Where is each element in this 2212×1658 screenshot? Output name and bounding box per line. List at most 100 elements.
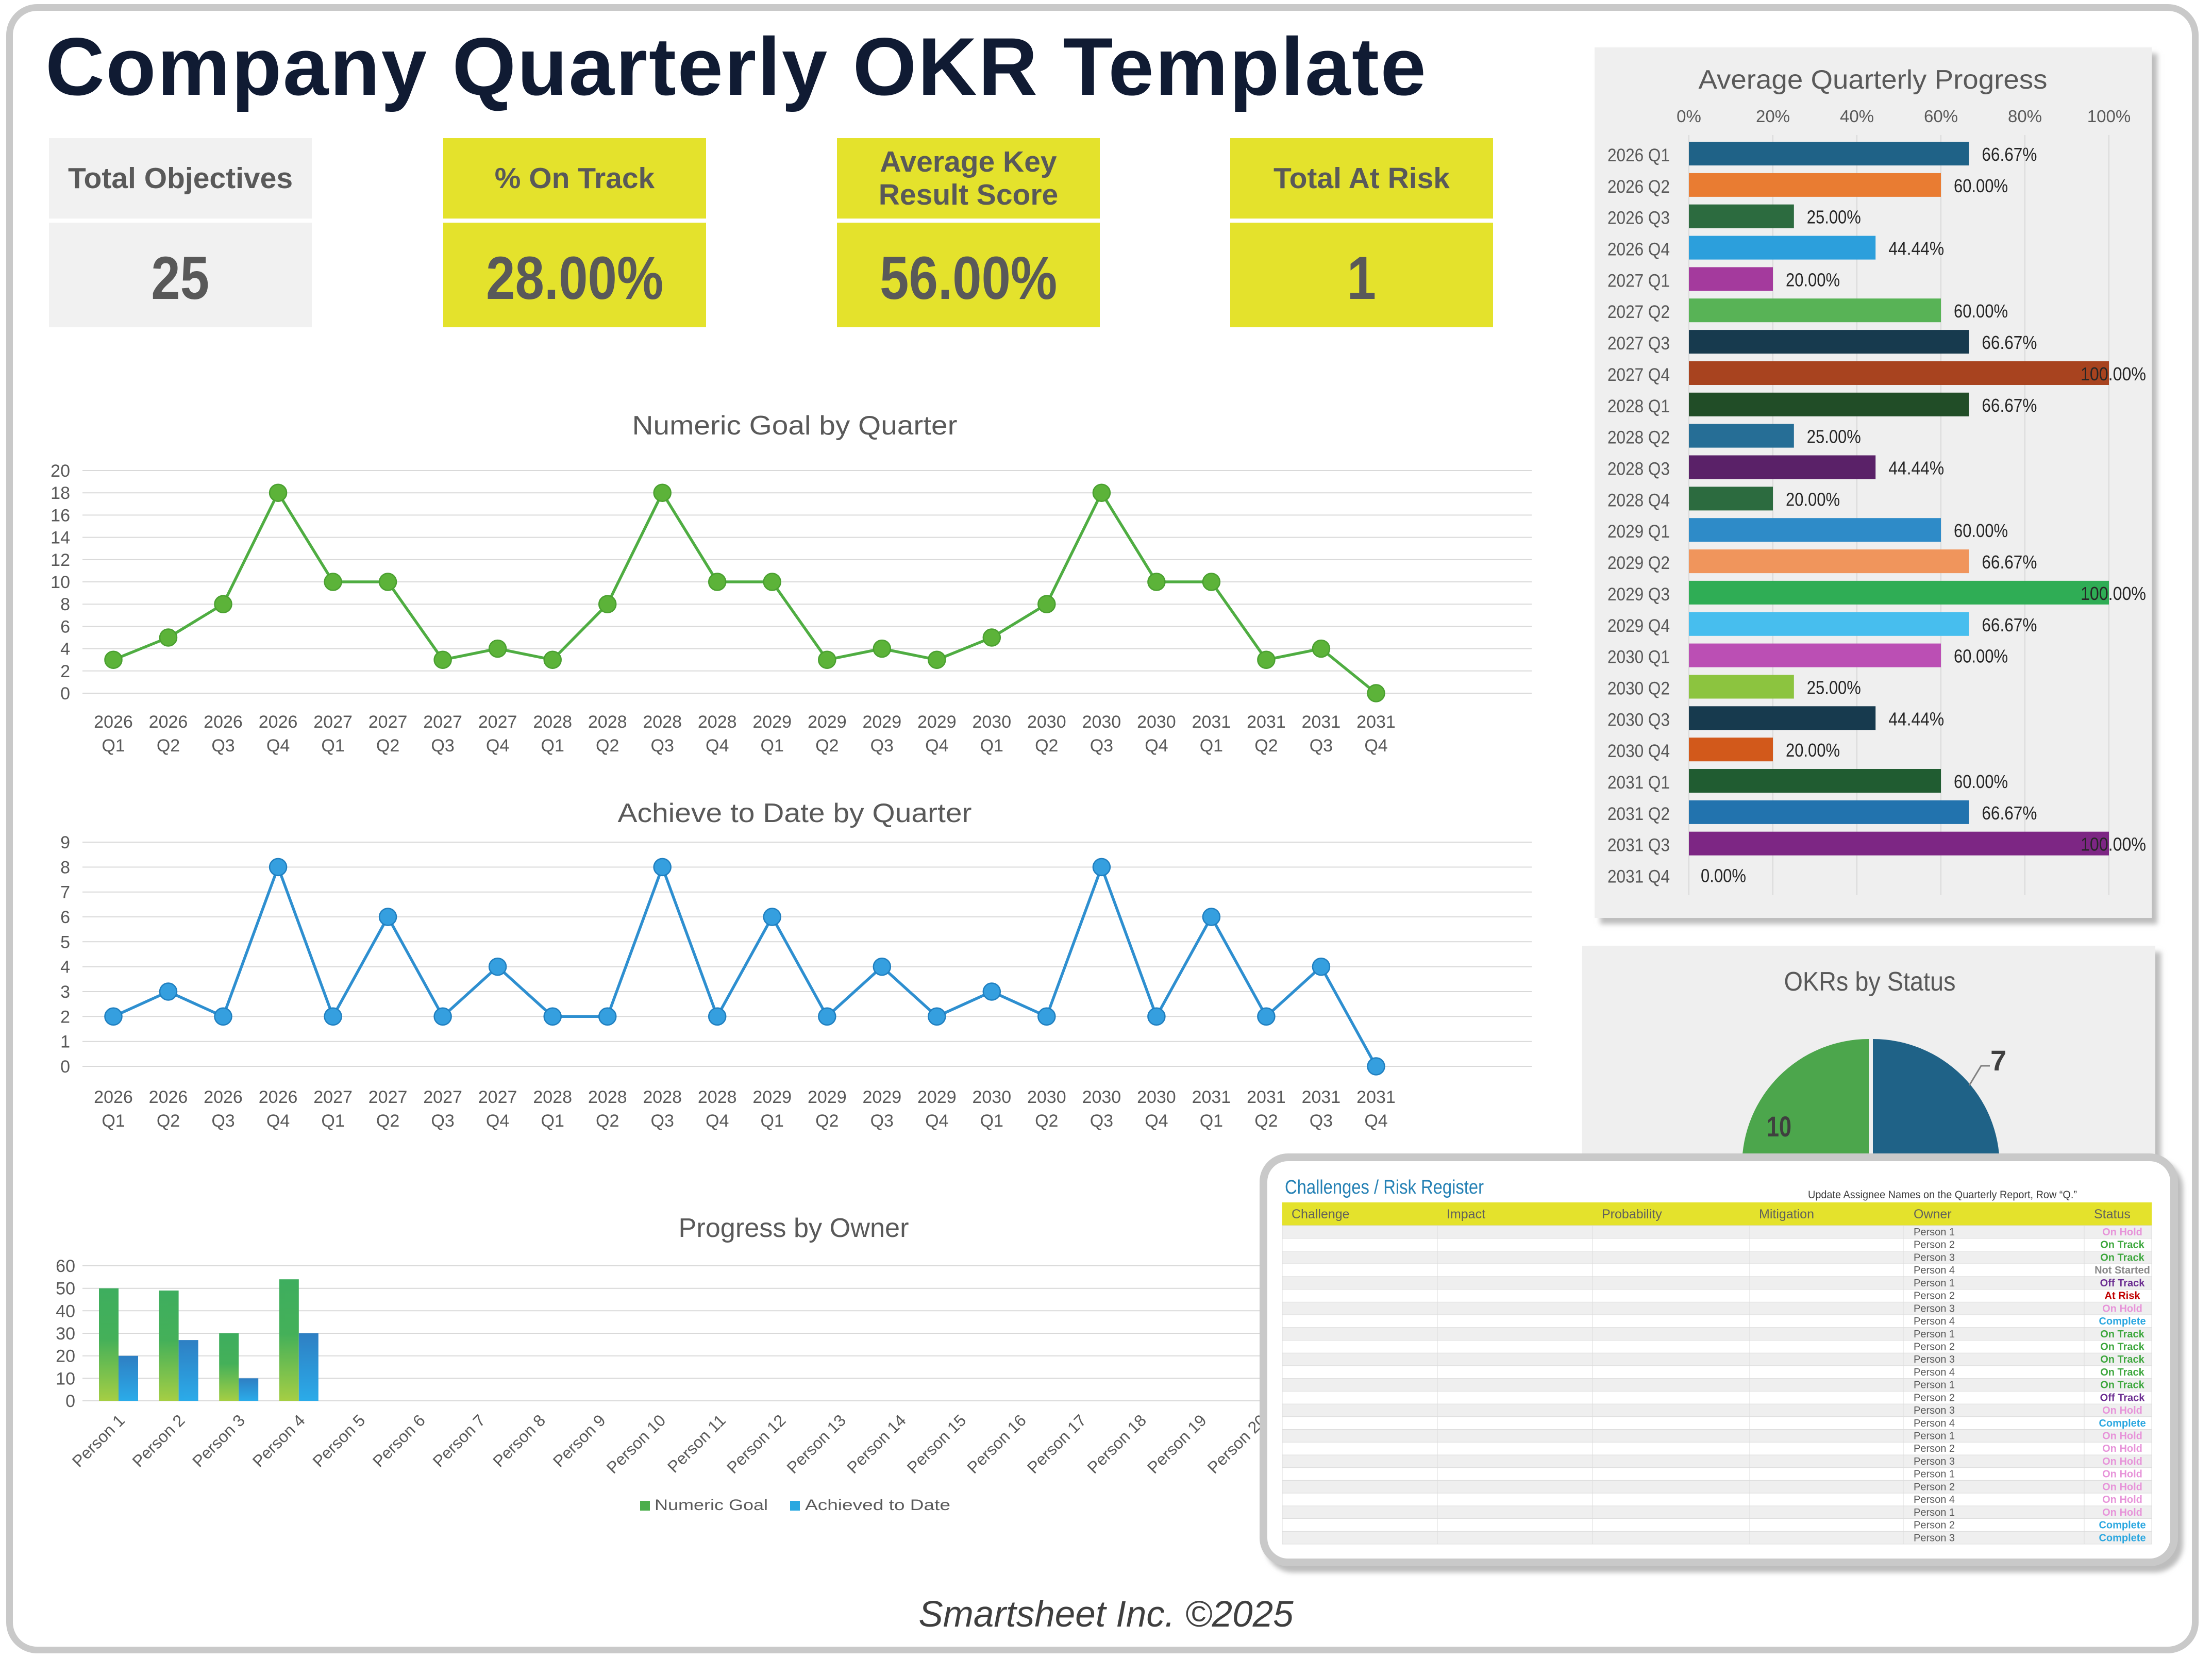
svg-text:Q2: Q2 bbox=[157, 1111, 180, 1131]
svg-text:2031 Q4: 2031 Q4 bbox=[1607, 867, 1670, 887]
svg-text:2029: 2029 bbox=[862, 712, 901, 732]
svg-text:Q4: Q4 bbox=[925, 1111, 948, 1131]
svg-text:2028: 2028 bbox=[588, 1087, 627, 1107]
svg-text:2027: 2027 bbox=[368, 712, 408, 732]
svg-text:Q4: Q4 bbox=[486, 1111, 509, 1131]
svg-text:0%: 0% bbox=[1677, 107, 1701, 126]
svg-text:100.00%: 100.00% bbox=[2081, 834, 2146, 855]
svg-text:Q2: Q2 bbox=[376, 1111, 399, 1131]
svg-text:Q3: Q3 bbox=[870, 736, 894, 756]
svg-text:3: 3 bbox=[60, 982, 70, 1002]
svg-text:Q1: Q1 bbox=[102, 1111, 125, 1131]
svg-text:2: 2 bbox=[60, 1007, 70, 1027]
svg-text:66.67%: 66.67% bbox=[1982, 395, 2037, 416]
svg-text:Person 2: Person 2 bbox=[1914, 1443, 1955, 1454]
svg-text:Numeric Goal: Numeric Goal bbox=[655, 1497, 768, 1514]
svg-text:On Track: On Track bbox=[2100, 1367, 2144, 1378]
svg-text:Off Track: Off Track bbox=[2100, 1392, 2146, 1403]
svg-text:2030: 2030 bbox=[972, 1087, 1011, 1107]
svg-text:25.00%: 25.00% bbox=[1807, 426, 1861, 447]
svg-text:2026 Q3: 2026 Q3 bbox=[1607, 208, 1670, 228]
svg-text:Person 2: Person 2 bbox=[1914, 1240, 1955, 1251]
svg-text:On Track: On Track bbox=[2100, 1329, 2144, 1340]
svg-text:Q4: Q4 bbox=[486, 736, 509, 756]
svg-text:Q1: Q1 bbox=[321, 736, 344, 756]
svg-text:Achieved to Date: Achieved to Date bbox=[805, 1497, 950, 1514]
svg-text:Off Track: Off Track bbox=[2100, 1278, 2146, 1289]
svg-text:Q2: Q2 bbox=[1035, 1111, 1058, 1131]
svg-text:2029: 2029 bbox=[862, 1087, 901, 1107]
svg-text:10: 10 bbox=[1767, 1110, 1791, 1143]
svg-text:2027: 2027 bbox=[478, 1087, 517, 1107]
svg-text:2027: 2027 bbox=[423, 1087, 462, 1107]
svg-text:Person 3: Person 3 bbox=[1914, 1354, 1955, 1365]
svg-text:2029 Q2: 2029 Q2 bbox=[1607, 553, 1670, 573]
svg-text:2: 2 bbox=[60, 662, 70, 681]
svg-text:2027: 2027 bbox=[313, 1087, 353, 1107]
svg-text:Q2: Q2 bbox=[596, 736, 619, 756]
svg-text:60.00%: 60.00% bbox=[1954, 646, 2008, 667]
svg-text:On Hold: On Hold bbox=[2102, 1227, 2142, 1238]
svg-text:2031: 2031 bbox=[1247, 1087, 1286, 1107]
svg-text:2028 Q1: 2028 Q1 bbox=[1607, 396, 1670, 416]
svg-text:Person 3: Person 3 bbox=[1914, 1252, 1955, 1263]
svg-text:2026: 2026 bbox=[149, 712, 188, 732]
svg-text:2029: 2029 bbox=[808, 712, 847, 732]
svg-text:Q4: Q4 bbox=[1145, 1111, 1168, 1131]
svg-text:2026: 2026 bbox=[149, 1087, 188, 1107]
svg-text:60%: 60% bbox=[1924, 107, 1958, 126]
svg-text:Q3: Q3 bbox=[651, 1111, 674, 1131]
svg-text:2030: 2030 bbox=[1027, 1087, 1066, 1107]
svg-text:2027 Q3: 2027 Q3 bbox=[1607, 333, 1670, 354]
svg-text:Q4: Q4 bbox=[1364, 1111, 1387, 1131]
svg-text:10: 10 bbox=[56, 1369, 75, 1388]
svg-text:Person 2: Person 2 bbox=[1914, 1291, 1955, 1302]
svg-text:On Hold: On Hold bbox=[2102, 1431, 2142, 1442]
svg-text:Q3: Q3 bbox=[870, 1111, 894, 1131]
svg-text:On Hold: On Hold bbox=[2102, 1469, 2142, 1480]
svg-text:On Hold: On Hold bbox=[2102, 1303, 2142, 1314]
svg-text:66.67%: 66.67% bbox=[1982, 144, 2037, 165]
svg-text:Q3: Q3 bbox=[431, 736, 454, 756]
svg-text:Q1: Q1 bbox=[980, 1111, 1003, 1131]
svg-text:7: 7 bbox=[1990, 1044, 2006, 1077]
svg-text:Person 1: Person 1 bbox=[1914, 1380, 1955, 1391]
svg-text:44.44%: 44.44% bbox=[1888, 708, 1944, 729]
svg-text:Q1: Q1 bbox=[980, 736, 1003, 756]
svg-text:66.67%: 66.67% bbox=[1982, 614, 2037, 635]
svg-text:30: 30 bbox=[56, 1324, 75, 1344]
svg-text:2026 Q1: 2026 Q1 bbox=[1607, 145, 1670, 165]
svg-text:2029: 2029 bbox=[917, 1087, 957, 1107]
svg-text:Numeric Goal by Quarter: Numeric Goal by Quarter bbox=[632, 411, 958, 441]
svg-text:Q4: Q4 bbox=[266, 736, 290, 756]
svg-text:7: 7 bbox=[60, 883, 70, 902]
svg-text:2029: 2029 bbox=[752, 1087, 792, 1107]
svg-text:Person 1: Person 1 bbox=[1914, 1278, 1955, 1289]
svg-text:2027 Q4: 2027 Q4 bbox=[1607, 365, 1670, 385]
svg-text:Q1: Q1 bbox=[1200, 736, 1223, 756]
svg-text:66.67%: 66.67% bbox=[1982, 551, 2037, 573]
svg-text:20: 20 bbox=[56, 1347, 75, 1366]
svg-text:Person 3: Person 3 bbox=[1914, 1532, 1955, 1544]
svg-text:2027: 2027 bbox=[423, 712, 462, 732]
svg-text:At Risk: At Risk bbox=[2105, 1291, 2141, 1302]
svg-text:2030 Q1: 2030 Q1 bbox=[1607, 647, 1670, 667]
svg-text:Q3: Q3 bbox=[1090, 1111, 1113, 1131]
svg-text:60.00%: 60.00% bbox=[1954, 300, 2008, 322]
svg-text:Complete: Complete bbox=[2099, 1418, 2146, 1429]
svg-text:2031 Q2: 2031 Q2 bbox=[1607, 804, 1670, 824]
svg-text:0.00%: 0.00% bbox=[1701, 865, 1746, 886]
svg-text:Q4: Q4 bbox=[706, 1111, 729, 1131]
svg-text:8: 8 bbox=[60, 595, 70, 614]
svg-text:2028: 2028 bbox=[533, 712, 572, 732]
svg-text:2028: 2028 bbox=[643, 712, 682, 732]
svg-text:Q2: Q2 bbox=[157, 736, 180, 756]
svg-text:2027 Q2: 2027 Q2 bbox=[1607, 302, 1670, 322]
svg-text:2028 Q4: 2028 Q4 bbox=[1607, 490, 1670, 510]
svg-text:On Track: On Track bbox=[2100, 1380, 2144, 1391]
svg-text:0: 0 bbox=[60, 1057, 70, 1077]
svg-text:2031: 2031 bbox=[1356, 712, 1396, 732]
svg-text:Q4: Q4 bbox=[1145, 736, 1168, 756]
svg-text:2027 Q1: 2027 Q1 bbox=[1607, 271, 1670, 291]
svg-text:2026: 2026 bbox=[94, 712, 133, 732]
